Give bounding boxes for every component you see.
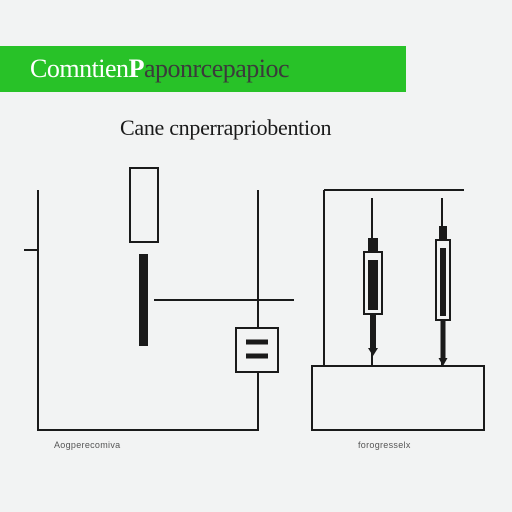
title-token-2: P — [129, 54, 144, 84]
subtitle-token-1: ane cnperrapriobention — [134, 115, 331, 140]
title-bar: Comntien Pa ponrcepapioc — [0, 46, 406, 92]
title-token-0: C — [30, 54, 47, 84]
diagram-svg — [24, 160, 488, 480]
title-token-1: omntien — [47, 54, 129, 84]
title-token-4: ponrcepapioc — [155, 54, 289, 84]
left-caption: Aogperecomiva — [54, 440, 120, 450]
subtitle: Cane cnperrapriobention — [120, 115, 331, 141]
comparison-diagram: Aogperecomiva forogresselx — [24, 160, 488, 480]
subtitle-token-0: C — [120, 115, 134, 140]
title-token-3: a — [144, 54, 155, 84]
right-caption: forogresselx — [358, 440, 411, 450]
